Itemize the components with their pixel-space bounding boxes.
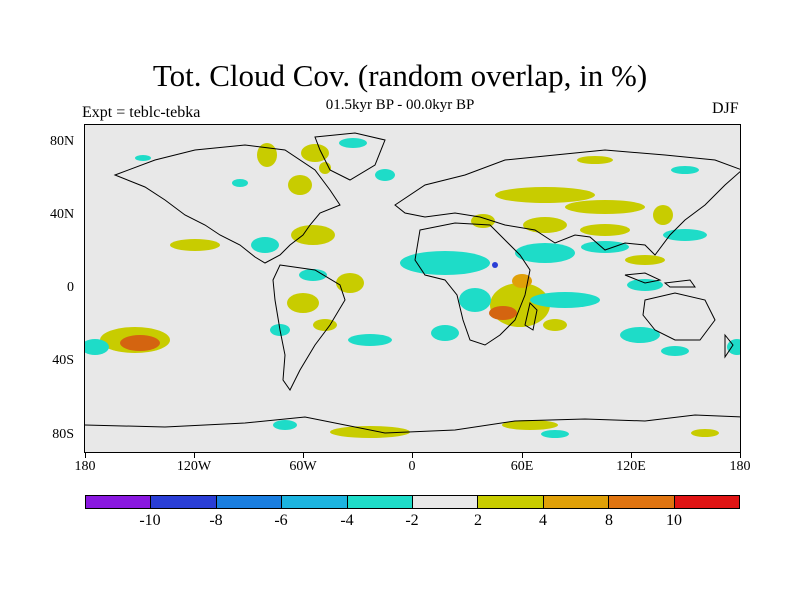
colorbar-cell-8 bbox=[543, 496, 610, 508]
colorbar-label-6: 2 bbox=[474, 512, 482, 529]
colorbar-label-9: 10 bbox=[666, 512, 682, 529]
patch-southind-yellow bbox=[543, 319, 567, 331]
y-axis-label-eq: 0 bbox=[67, 280, 74, 295]
y-axis-label-80n: 80N bbox=[50, 134, 75, 149]
patch-indonesia-cyan bbox=[627, 279, 663, 291]
anomaly-patches bbox=[85, 138, 740, 438]
x-axis-label-180w: 180 bbox=[74, 459, 96, 474]
patch-caribbean-cyan bbox=[251, 237, 279, 253]
patch-southern-yellow-1 bbox=[330, 426, 410, 438]
patch-indian-cyan bbox=[530, 292, 600, 308]
patch-southern-yellow-2 bbox=[502, 420, 558, 430]
x-tick-60w bbox=[303, 453, 304, 458]
patch-australia-cyan bbox=[620, 327, 660, 343]
colorbar-label-5: -2 bbox=[405, 512, 419, 529]
coastlines bbox=[85, 132, 740, 434]
y-axis-label-80s: 80S bbox=[52, 427, 74, 442]
colorbar-cell-5 bbox=[347, 496, 414, 508]
patch-russia-yellow bbox=[495, 187, 595, 203]
x-axis-label-0: 0 bbox=[408, 459, 416, 474]
patch-arctic-yellow bbox=[301, 144, 329, 162]
patch-southern-cyan-1 bbox=[273, 420, 297, 430]
chart-subtitle: 01.5kyr BP - 00.0kyr BP bbox=[325, 97, 475, 113]
patch-atlantic-cyan-north bbox=[375, 169, 395, 181]
colorbar-label-8: 8 bbox=[605, 512, 613, 529]
season-label: DJF bbox=[712, 100, 739, 117]
patch-arctic-cyan bbox=[339, 138, 367, 148]
patch-amazon-cyan bbox=[299, 269, 327, 281]
patch-southpac-cyan bbox=[85, 339, 109, 355]
x-axis-label-180e: 180 bbox=[729, 459, 751, 474]
x-tick-0 bbox=[412, 453, 413, 458]
patch-india-cyan bbox=[581, 241, 629, 253]
colorbar-label-4: -4 bbox=[340, 512, 354, 529]
colorbar-label-7: 4 bbox=[539, 512, 547, 529]
patch-mideast-yellow bbox=[523, 217, 567, 233]
colorbar-cell-6 bbox=[413, 496, 479, 508]
colorbar-cell-3 bbox=[216, 496, 283, 508]
colorbar-label-3: -6 bbox=[274, 512, 288, 529]
patch-siberia-yellow bbox=[577, 156, 613, 164]
patch-china-yellow bbox=[653, 205, 673, 225]
patch-africa-cyan bbox=[459, 288, 491, 312]
patch-nz-cyan bbox=[727, 339, 740, 355]
patch-atlantic-yellow bbox=[291, 225, 335, 245]
patch-arabia-blue bbox=[492, 262, 498, 268]
patch-sa-yellow-2 bbox=[313, 319, 337, 331]
patch-tasman-cyan bbox=[661, 346, 689, 356]
patch-asia-yellow bbox=[565, 200, 645, 214]
x-axis-label-60w: 60W bbox=[289, 459, 317, 474]
world-map-plot bbox=[84, 124, 741, 453]
x-tick-180w bbox=[85, 453, 86, 458]
patch-sa-yellow bbox=[287, 293, 319, 313]
x-axis-label-60e: 60E bbox=[510, 459, 534, 474]
chart-title: Tot. Cloud Cov. (random overlap, in %) bbox=[152, 58, 648, 93]
patch-southind-cyan bbox=[431, 325, 459, 341]
y-axis-label-40s: 40S bbox=[52, 353, 74, 368]
patch-madagascar-orange bbox=[489, 306, 517, 320]
x-axis-label-120w: 120W bbox=[176, 459, 212, 474]
patch-sahara-cyan bbox=[400, 251, 490, 275]
patch-eq-atl-yellow bbox=[336, 273, 364, 293]
colorbar-cell-10 bbox=[674, 496, 740, 508]
patch-arabia-cyan bbox=[515, 243, 575, 263]
colorbar-cell-1 bbox=[86, 496, 152, 508]
x-tick-60e bbox=[522, 453, 523, 458]
x-axis-label-120e: 120E bbox=[616, 459, 646, 474]
map-canvas bbox=[85, 132, 740, 438]
patch-southern-yellow-3 bbox=[691, 429, 719, 437]
experiment-label: Expt = teblc-tebka bbox=[82, 104, 201, 121]
x-tick-180e bbox=[740, 453, 741, 458]
colorbar-label-1: -10 bbox=[139, 512, 161, 529]
patch-canada-cyan bbox=[232, 179, 248, 187]
colorbar-label-2: -8 bbox=[209, 512, 223, 529]
colorbar-cell-4 bbox=[282, 496, 348, 508]
x-tick-120e bbox=[631, 453, 632, 458]
patch-canada-yellow-2 bbox=[288, 175, 312, 195]
colorbar-cell-2 bbox=[151, 496, 217, 508]
patch-southern-cyan-2 bbox=[541, 430, 569, 438]
colorbar-cell-7 bbox=[478, 496, 544, 508]
y-axis-label-40n: 40N bbox=[50, 207, 75, 222]
colorbar bbox=[85, 495, 740, 509]
patch-india-yellow bbox=[580, 224, 630, 236]
patch-southatl-cyan bbox=[348, 334, 392, 346]
x-tick-120w bbox=[194, 453, 195, 458]
patch-pacific-cyan-north bbox=[135, 155, 151, 161]
patch-siberia-cyan bbox=[671, 166, 699, 174]
patch-mexico-yellow bbox=[170, 239, 220, 251]
patch-pacific-cyan-1 bbox=[663, 229, 707, 241]
colorbar-cell-9 bbox=[609, 496, 675, 508]
patch-canada-yellow-1 bbox=[257, 143, 277, 167]
patch-southpac-orange bbox=[120, 335, 160, 351]
patch-westpac-yellow bbox=[625, 255, 665, 265]
